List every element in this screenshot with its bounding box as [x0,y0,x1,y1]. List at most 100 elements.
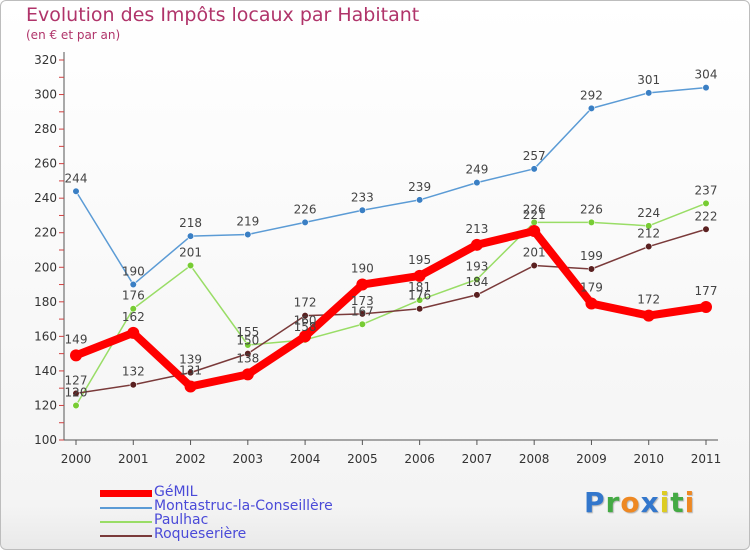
data-point [184,380,197,393]
y-tick-label: 320 [34,53,57,67]
x-tick-label: 2005 [347,452,378,466]
data-point [241,368,254,381]
data-label: 138 [236,351,259,365]
legend-label: Paulhac [154,512,209,528]
data-point [358,310,366,318]
y-tick-label: 260 [34,157,57,171]
data-label: 249 [465,163,488,177]
data-label: 139 [179,353,202,367]
data-point [72,389,80,397]
data-label: 219 [236,214,259,228]
legend-swatch [100,535,152,537]
data-point [528,225,541,237]
y-tick-label: 160 [34,329,57,343]
data-label: 150 [236,334,259,348]
data-point [702,84,710,92]
data-label: 149 [65,332,88,346]
data-point [587,218,596,226]
x-tick-label: 2000 [61,452,92,466]
data-point [416,196,424,204]
data-point [299,330,312,343]
data-label: 176 [122,289,145,303]
data-label: 190 [122,265,145,279]
y-tick-label: 300 [34,88,57,102]
data-point [530,261,538,270]
x-tick-label: 2010 [633,452,664,466]
legend-swatch [100,490,152,497]
data-label: 212 [637,227,660,241]
data-point [530,165,538,173]
y-tick-label: 280 [34,122,57,136]
data-label: 201 [179,246,202,260]
data-point [244,350,252,358]
data-point [186,232,195,240]
logo-letter: o [620,486,641,519]
data-point [416,305,424,313]
data-label: 132 [122,365,145,379]
data-label: 213 [465,222,488,236]
x-tick-label: 2002 [175,452,206,466]
data-label: 160 [294,313,317,327]
data-label: 226 [523,202,546,216]
data-label: 173 [351,294,374,308]
x-tick-label: 2006 [404,452,435,466]
data-label: 218 [179,216,202,230]
data-label: 226 [580,202,603,216]
data-point [129,305,137,313]
data-point [413,269,426,282]
data-point [72,401,80,410]
data-point [700,301,712,313]
legend-swatch [100,507,152,509]
data-point [702,199,710,207]
data-label: 233 [351,190,374,204]
logo-letter: i [659,486,671,519]
data-label: 190 [351,262,374,276]
data-point [587,265,596,273]
data-label: 179 [580,281,603,295]
data-label: 172 [637,293,660,307]
data-point [587,104,596,112]
y-tick-label: 100 [34,433,57,447]
x-tick-label: 2003 [233,452,264,466]
data-point [642,309,655,322]
data-label: 257 [523,149,546,163]
data-point [645,89,653,97]
x-tick-label: 2004 [290,452,321,466]
logo-letter: t [670,486,685,519]
data-label: 181 [408,280,431,294]
chart-title: Evolution des Impôts locaux par Habitant [26,4,420,26]
data-point [244,230,252,239]
y-tick-label: 200 [34,260,57,274]
legend-label: GéMIL [154,484,198,500]
legend-swatch [100,521,152,523]
y-tick-label: 140 [34,364,57,378]
data-point [473,275,481,283]
data-point [473,179,481,187]
data-point [645,222,653,230]
data-label: 301 [637,73,660,87]
data-point [70,349,82,362]
x-tick-label: 2007 [462,452,493,466]
data-label: 244 [65,171,88,185]
series-line [72,227,710,391]
data-point [470,238,483,251]
data-point [473,291,481,299]
data-label: 199 [580,249,603,263]
data-label: 224 [637,206,660,220]
data-point [301,218,309,226]
data-point [416,296,424,304]
data-label: 127 [65,373,88,387]
data-point [702,225,710,233]
x-tick-label: 2009 [576,452,607,466]
data-point [129,280,137,289]
data-label: 304 [695,68,718,82]
data-point [358,320,366,328]
data-label: 176 [408,289,431,303]
y-tick-label: 240 [34,191,57,205]
data-label: 177 [695,284,718,298]
legend-label: Montastruc-la-Conseillère [154,498,333,514]
data-point [186,261,195,270]
